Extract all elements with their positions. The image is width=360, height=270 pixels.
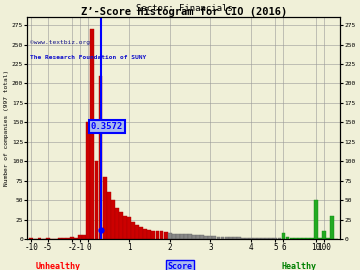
Bar xyxy=(208,236,212,239)
Bar xyxy=(241,238,245,239)
Bar xyxy=(164,232,167,239)
Bar xyxy=(306,238,310,239)
Bar xyxy=(168,233,172,239)
Bar xyxy=(74,238,78,239)
Bar xyxy=(103,177,107,239)
Bar xyxy=(200,235,204,239)
Bar xyxy=(204,236,208,239)
Bar xyxy=(192,235,196,239)
Bar xyxy=(237,237,241,239)
Bar xyxy=(278,238,282,239)
Text: ©www.textbiz.org: ©www.textbiz.org xyxy=(31,39,90,45)
Bar xyxy=(139,228,143,239)
Bar xyxy=(249,238,253,239)
Bar xyxy=(269,238,273,239)
Bar xyxy=(95,161,98,239)
Bar xyxy=(127,217,131,239)
Title: Z’-Score Histogram for CIO (2016): Z’-Score Histogram for CIO (2016) xyxy=(81,6,287,16)
Bar xyxy=(274,238,277,239)
Bar xyxy=(152,231,155,239)
Bar xyxy=(131,222,135,239)
Bar xyxy=(257,238,261,239)
Bar xyxy=(86,122,90,239)
Text: Score: Score xyxy=(167,262,193,270)
Bar xyxy=(143,229,147,239)
Bar xyxy=(159,231,163,239)
Bar xyxy=(78,235,82,239)
Bar xyxy=(62,238,66,239)
Bar xyxy=(180,234,184,239)
Bar xyxy=(188,235,192,239)
Text: The Research Foundation of SUNY: The Research Foundation of SUNY xyxy=(31,55,147,60)
Y-axis label: Number of companies (997 total): Number of companies (997 total) xyxy=(4,70,9,186)
Bar xyxy=(225,237,229,239)
Bar xyxy=(253,238,257,239)
Bar xyxy=(233,237,237,239)
Bar xyxy=(326,238,330,239)
Bar xyxy=(70,237,74,239)
Bar xyxy=(99,76,103,239)
Bar xyxy=(245,238,249,239)
Bar xyxy=(156,231,159,239)
Bar xyxy=(123,216,127,239)
Bar xyxy=(216,237,220,239)
Bar xyxy=(229,237,233,239)
Bar xyxy=(261,238,265,239)
Text: 0.3572: 0.3572 xyxy=(90,122,123,131)
Bar xyxy=(147,230,151,239)
Bar xyxy=(285,237,289,239)
Bar xyxy=(310,238,314,239)
Bar xyxy=(172,234,176,239)
Bar xyxy=(58,238,62,239)
Bar xyxy=(314,200,318,239)
Bar xyxy=(111,200,115,239)
Bar xyxy=(221,237,224,239)
Bar xyxy=(30,238,33,239)
Bar xyxy=(330,216,334,239)
Bar xyxy=(46,238,50,239)
Bar xyxy=(212,236,216,239)
Bar xyxy=(119,212,123,239)
Bar xyxy=(184,235,188,239)
Bar xyxy=(176,234,180,239)
Bar xyxy=(322,231,326,239)
Bar xyxy=(107,193,111,239)
Bar xyxy=(265,238,269,239)
Bar xyxy=(294,238,298,239)
Bar xyxy=(135,225,139,239)
Bar xyxy=(298,238,302,239)
Bar xyxy=(82,235,86,239)
Bar xyxy=(66,238,70,239)
Bar xyxy=(38,238,41,239)
Bar xyxy=(302,238,306,239)
Bar xyxy=(282,233,285,239)
Bar xyxy=(196,235,200,239)
Bar xyxy=(115,208,119,239)
Text: Unhealthy: Unhealthy xyxy=(36,262,81,270)
Text: Sector: Financials: Sector: Financials xyxy=(135,4,232,13)
Text: Healthy: Healthy xyxy=(282,262,317,270)
Bar xyxy=(290,238,293,239)
Bar xyxy=(318,238,322,239)
Bar xyxy=(90,29,94,239)
